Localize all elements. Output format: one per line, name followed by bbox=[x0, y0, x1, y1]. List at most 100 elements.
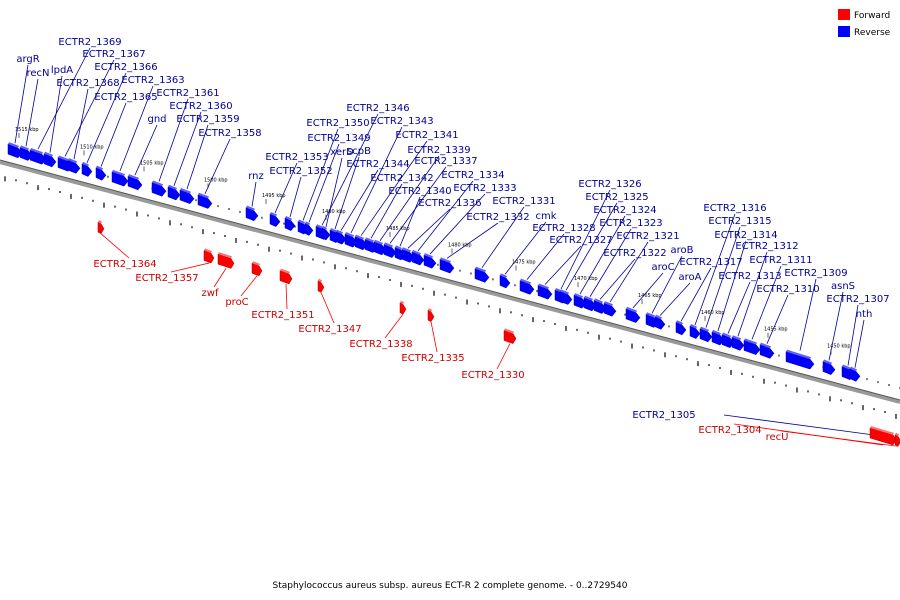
gene-label[interactable]: ECTR2_1330 bbox=[461, 370, 524, 381]
gene-label[interactable]: ECTR2_1336 bbox=[418, 198, 481, 209]
forward-gene-ECTR2_1338[interactable]: ECTR2_1338 bbox=[349, 300, 413, 350]
gene-arrow[interactable] bbox=[675, 321, 687, 336]
gene-arrow[interactable] bbox=[699, 328, 713, 343]
gene-label[interactable]: ECTR2_1346 bbox=[346, 103, 409, 114]
reverse-gene-asnS[interactable]: asnS bbox=[822, 281, 855, 375]
gene-label[interactable]: ECTR2_1307 bbox=[826, 294, 889, 305]
gene-label[interactable]: ECTR2_1369 bbox=[58, 37, 121, 48]
reverse-gene-ECTR2_1352[interactable]: ECTR2_1352 bbox=[269, 166, 333, 231]
reverse-gene-ECTR2_1331[interactable]: ECTR2_1331 bbox=[474, 196, 556, 283]
reverse-gene-ECTR2_1309[interactable]: ECTR2_1309 bbox=[784, 268, 848, 370]
gene-label[interactable]: ECTR2_1333 bbox=[453, 183, 516, 194]
gene-arrow[interactable] bbox=[197, 194, 213, 209]
reverse-gene-ECTR2_1344[interactable]: ECTR2_1344 bbox=[335, 159, 410, 245]
gene-label[interactable]: ECTR2_1328 bbox=[532, 223, 595, 234]
gene-label[interactable]: gnd bbox=[147, 114, 166, 125]
reverse-gene-ECTR2_1360[interactable]: ECTR2_1360 bbox=[167, 101, 233, 201]
gene-arrow[interactable] bbox=[894, 434, 900, 447]
reverse-gene-ECTR2_1307[interactable]: ECTR2_1307 bbox=[826, 294, 890, 381]
gene-label[interactable]: ECTR2_1339 bbox=[407, 145, 470, 156]
reverse-gene-ECTR2_1365[interactable]: ECTR2_1365 bbox=[94, 92, 158, 181]
gene-label[interactable]: ECTR2_1365 bbox=[94, 92, 157, 103]
gene-arrow[interactable] bbox=[399, 302, 407, 315]
gene-arrow[interactable] bbox=[423, 254, 437, 269]
reverse-gene-ECTR2_1310[interactable]: ECTR2_1310 bbox=[756, 284, 820, 359]
reverse-gene-gnd[interactable]: gnd bbox=[127, 114, 167, 191]
reverse-gene-lpdA[interactable]: lpdA bbox=[43, 65, 73, 168]
gene-label[interactable]: argR bbox=[16, 54, 39, 65]
gene-label[interactable]: ECTR2_1350 bbox=[306, 118, 369, 129]
reverse-gene-ECTR2_1337[interactable]: ECTR2_1337 bbox=[383, 156, 478, 258]
reverse-gene-recN[interactable]: recN bbox=[19, 68, 50, 161]
gene-arrow[interactable] bbox=[111, 171, 129, 187]
gene-label[interactable]: asnS bbox=[831, 281, 855, 292]
reverse-gene-ECTR2_1323[interactable]: ECTR2_1323 bbox=[583, 218, 663, 312]
reverse-gene-ECTR2_1332[interactable]: ECTR2_1332 bbox=[439, 212, 530, 274]
forward-gene-proC[interactable]: proC bbox=[225, 261, 263, 308]
gene-label[interactable]: ECTR2_1368 bbox=[56, 78, 119, 89]
reverse-gene-ECTR2_1340[interactable]: ECTR2_1340 bbox=[388, 186, 452, 261]
reverse-gene-nth[interactable]: nth bbox=[849, 309, 873, 382]
gene-arrow[interactable] bbox=[427, 309, 435, 323]
reverse-gene-ECTR2_1333[interactable]: ECTR2_1333 bbox=[423, 183, 517, 269]
reverse-gene-ECTR2_1315[interactable]: ECTR2_1315 bbox=[699, 216, 772, 343]
gene-label[interactable]: ECTR2_1334 bbox=[441, 170, 504, 181]
gene-label[interactable]: ECTR2_1325 bbox=[585, 192, 648, 203]
reverse-gene-xerD[interactable]: xerD bbox=[321, 147, 354, 241]
gene-arrow[interactable] bbox=[81, 163, 93, 177]
reverse-gene-ECTR2_1349[interactable]: ECTR2_1349 bbox=[304, 133, 371, 236]
gene-label[interactable]: recU bbox=[766, 432, 789, 443]
gene-label[interactable]: ECTR2_1323 bbox=[599, 218, 662, 229]
gene-arrow[interactable] bbox=[251, 262, 263, 277]
reverse-gene-ECTR2_1361[interactable]: ECTR2_1361 bbox=[151, 88, 220, 197]
reverse-gene-ECTR2_1368[interactable]: ECTR2_1368 bbox=[56, 78, 120, 174]
gene-label[interactable]: ECTR2_1332 bbox=[466, 212, 529, 223]
gene-label[interactable]: nth bbox=[856, 309, 873, 320]
gene-arrow[interactable] bbox=[689, 325, 701, 339]
gene-label[interactable]: ECTR2_1352 bbox=[269, 166, 332, 177]
gene-label[interactable]: ECTR2_1338 bbox=[349, 339, 412, 350]
gene-label[interactable]: ECTR2_1322 bbox=[603, 248, 666, 259]
gene-label[interactable]: ECTR2_1321 bbox=[616, 231, 679, 242]
gene-label[interactable]: ECTR2_1314 bbox=[714, 230, 777, 241]
forward-gene-ECTR2_1347[interactable]: ECTR2_1347 bbox=[298, 278, 362, 335]
forward-gene-zwf[interactable]: zwf bbox=[202, 252, 235, 299]
gene-label[interactable]: ECTR2_1347 bbox=[298, 324, 361, 335]
gene-arrow[interactable] bbox=[519, 280, 535, 295]
gene-label[interactable]: ECTR2_1353 bbox=[265, 152, 328, 163]
gene-label[interactable]: ECTR2_1357 bbox=[135, 273, 198, 284]
gene-label[interactable]: ECTR2_1360 bbox=[169, 101, 232, 112]
gene-label[interactable]: ECTR2_1326 bbox=[578, 179, 641, 190]
gene-label[interactable]: ECTR2_1310 bbox=[756, 284, 819, 295]
forward-gene-ECTR2_1357[interactable]: ECTR2_1357 bbox=[135, 248, 215, 284]
gene-label[interactable]: aroB bbox=[671, 245, 694, 256]
gene-label[interactable]: xerD bbox=[330, 147, 354, 158]
gene-label[interactable]: proC bbox=[225, 297, 248, 308]
gene-arrow[interactable] bbox=[203, 250, 215, 264]
gene-label[interactable]: ECTR2_1344 bbox=[346, 159, 409, 170]
gene-label[interactable]: ECTR2_1366 bbox=[94, 62, 157, 73]
gene-label[interactable]: cmk bbox=[535, 211, 556, 222]
gene-label[interactable]: ECTR2_1367 bbox=[82, 49, 145, 60]
gene-label[interactable]: ECTR2_1315 bbox=[708, 216, 771, 227]
gene-label[interactable]: recN bbox=[26, 68, 49, 79]
forward-gene-ECTR2_1335[interactable]: ECTR2_1335 bbox=[401, 308, 465, 364]
gene-arrow[interactable] bbox=[317, 280, 325, 293]
gene-arrow[interactable] bbox=[269, 213, 281, 227]
gene-label[interactable]: ECTR2_1317 bbox=[679, 257, 742, 268]
reverse-gene-ECTR2_1359[interactable]: ECTR2_1359 bbox=[176, 114, 240, 205]
gene-label[interactable]: aroA bbox=[679, 272, 702, 283]
reverse-gene-ECTR2_1322[interactable]: ECTR2_1322 bbox=[593, 248, 667, 314]
gene-label[interactable]: aroC bbox=[651, 262, 674, 273]
reverse-gene-ECTR2_1321[interactable]: ECTR2_1321 bbox=[603, 231, 680, 317]
reverse-gene-ECTR2_1334[interactable]: ECTR2_1334 bbox=[411, 170, 505, 266]
reverse-gene-ECTR2_1314[interactable]: ECTR2_1314 bbox=[711, 230, 778, 346]
gene-label[interactable]: ECTR2_1312 bbox=[735, 241, 798, 252]
gene-label[interactable]: scpB bbox=[347, 146, 371, 157]
reverse-gene-ECTR2_1325[interactable]: ECTR2_1325 bbox=[559, 192, 649, 305]
reverse-gene-aroC[interactable]: aroC bbox=[625, 262, 675, 323]
forward-gene-ECTR2_1364[interactable]: ECTR2_1364 bbox=[93, 220, 157, 270]
gene-label[interactable]: ECTR2_1364 bbox=[93, 259, 156, 270]
gene-label[interactable]: ECTR2_1363 bbox=[121, 75, 184, 86]
gene-arrow[interactable] bbox=[97, 221, 105, 235]
